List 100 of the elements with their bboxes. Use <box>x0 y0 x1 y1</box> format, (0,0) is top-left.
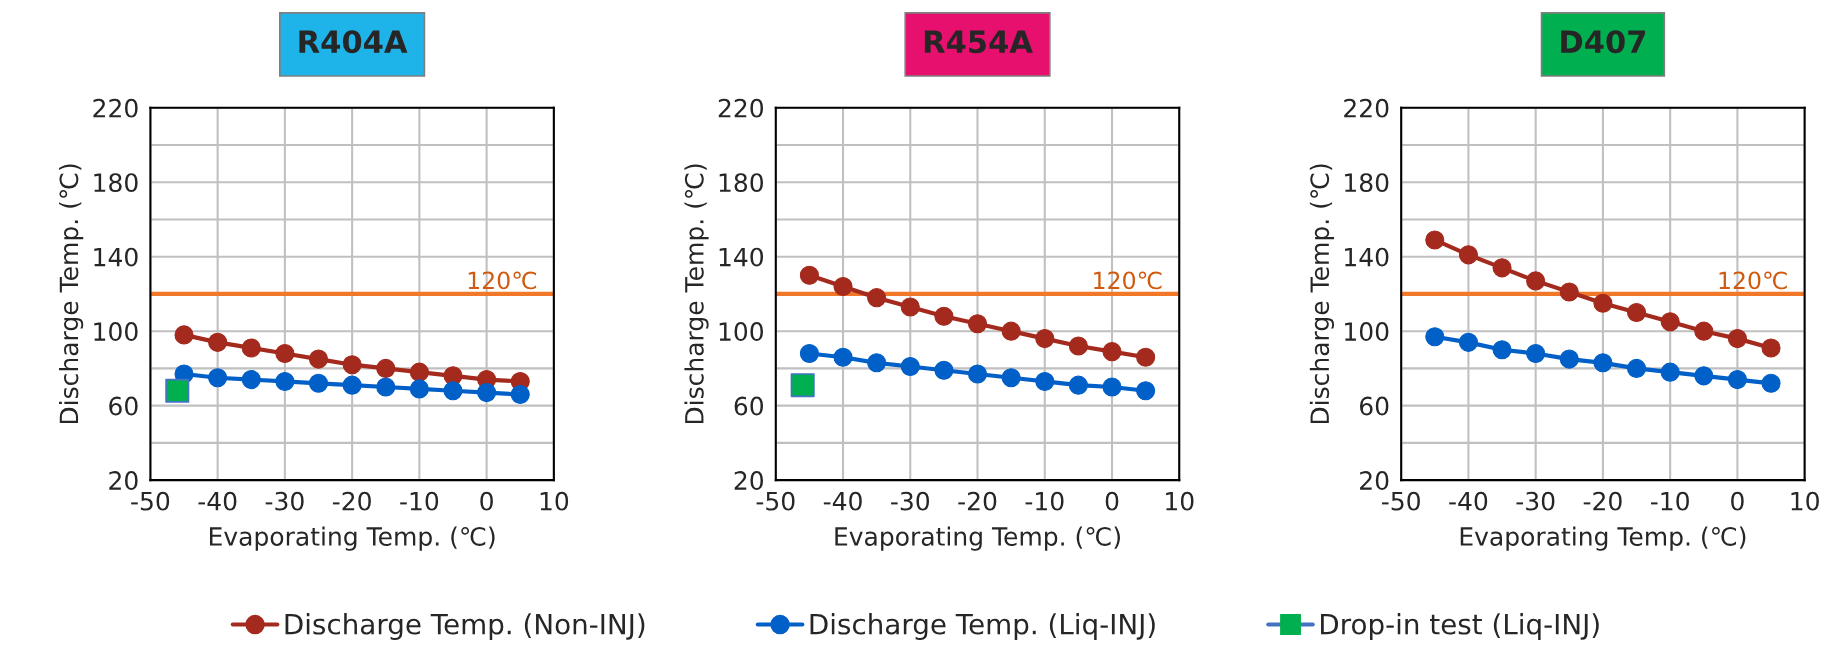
point <box>409 379 429 399</box>
point <box>1694 366 1714 386</box>
ref-line-label: 120℃ <box>1094 271 1162 290</box>
x-tick-label: 10 <box>1166 491 1194 511</box>
point <box>1660 312 1680 332</box>
x-tick-label: -50 <box>756 491 795 511</box>
y-tick-label: 220 <box>93 98 138 118</box>
point <box>241 338 261 358</box>
point <box>934 360 954 380</box>
point <box>1492 340 1512 360</box>
point <box>1136 381 1156 401</box>
point <box>342 375 362 395</box>
y-tick-label: 100 <box>1345 322 1389 342</box>
point <box>1458 245 1478 265</box>
ref-line-label: 120℃ <box>1719 271 1787 290</box>
y-tick-label: 100 <box>94 322 138 342</box>
point <box>799 265 819 285</box>
x-tick-label: -20 <box>332 491 371 511</box>
point <box>1727 370 1747 390</box>
point <box>443 381 463 401</box>
point <box>376 377 396 397</box>
point <box>867 288 887 308</box>
point <box>174 325 194 345</box>
point <box>376 358 396 378</box>
point <box>1035 329 1055 349</box>
point <box>1593 293 1613 313</box>
point <box>208 368 228 388</box>
y-axis-title: Discharge Temp. (℃) <box>684 164 709 424</box>
point <box>510 384 530 405</box>
point <box>1492 258 1512 278</box>
point <box>1102 342 1122 362</box>
point <box>1559 349 1579 369</box>
x-axis-title: Evaporating Temp. (℃) <box>1460 526 1746 551</box>
point <box>900 357 920 377</box>
point <box>833 347 853 367</box>
y-tick-label: 20 <box>734 471 764 490</box>
point <box>275 371 295 391</box>
y-tick-label: 140 <box>94 247 138 267</box>
y-tick-label: 140 <box>719 247 764 267</box>
point <box>1559 282 1579 302</box>
point <box>308 373 329 393</box>
ref-line-label: 120℃ <box>468 271 537 290</box>
x-tick-label: 0 <box>1731 491 1744 511</box>
y-tick-label: 20 <box>109 471 138 490</box>
x-tick-label: -40 <box>823 491 862 511</box>
point <box>1425 230 1445 250</box>
x-tick-label: -20 <box>1583 491 1622 511</box>
y-tick-label: 220 <box>718 98 764 118</box>
y-tick-label: 100 <box>719 322 764 342</box>
y-tick-label: 60 <box>109 396 138 416</box>
point <box>1425 327 1445 347</box>
point <box>275 343 295 364</box>
x-tick-label: 10 <box>540 491 569 511</box>
y-tick-label: 140 <box>1345 247 1389 267</box>
legend-label: Discharge Temp. (Liq-INJ) <box>810 613 1155 640</box>
y-tick-label: 20 <box>1360 471 1389 490</box>
point <box>409 362 429 382</box>
point <box>790 373 815 398</box>
point <box>208 332 228 352</box>
point <box>1727 329 1747 349</box>
point <box>1660 362 1680 382</box>
y-axis-title: Discharge Temp. (℃) <box>1309 164 1335 424</box>
point <box>1593 353 1613 373</box>
point <box>1458 332 1478 352</box>
x-axis-title: Evaporating Temp. (℃) <box>209 526 495 551</box>
point <box>477 383 497 403</box>
x-tick-label: -10 <box>1650 491 1689 511</box>
point <box>1068 336 1088 356</box>
x-tick-label: -50 <box>131 491 170 511</box>
x-tick-label: -30 <box>1516 491 1555 511</box>
chart-title: R454A <box>924 30 1033 54</box>
point <box>1626 358 1647 378</box>
y-tick-label: 220 <box>1344 98 1389 118</box>
x-axis-title: Evaporating Temp. (℃) <box>835 526 1120 551</box>
y-tick-label: 60 <box>1360 396 1389 416</box>
point <box>1526 271 1546 291</box>
x-tick-label: -40 <box>198 491 237 511</box>
x-tick-label: 10 <box>1791 491 1819 511</box>
point <box>165 378 190 403</box>
chart-title: D407 <box>1561 30 1646 54</box>
point <box>1035 371 1055 391</box>
point <box>1068 375 1088 395</box>
y-tick-label: 180 <box>1345 173 1389 193</box>
point <box>934 306 954 326</box>
chart-title: R404A <box>299 30 408 54</box>
y-tick-label: 180 <box>94 173 138 193</box>
point <box>342 355 362 375</box>
point <box>900 297 920 317</box>
point <box>1136 347 1156 367</box>
point <box>308 349 329 369</box>
x-tick-label: -10 <box>1025 491 1064 511</box>
point <box>1001 368 1021 388</box>
x-tick-label: -10 <box>400 491 439 511</box>
y-tick-label: 60 <box>734 396 764 416</box>
point <box>1694 321 1714 341</box>
point <box>1761 338 1781 358</box>
legend-label: Discharge Temp. (Non-INJ) <box>285 613 645 640</box>
x-tick-label: -40 <box>1449 491 1488 511</box>
point <box>833 276 853 297</box>
point <box>1526 343 1546 364</box>
